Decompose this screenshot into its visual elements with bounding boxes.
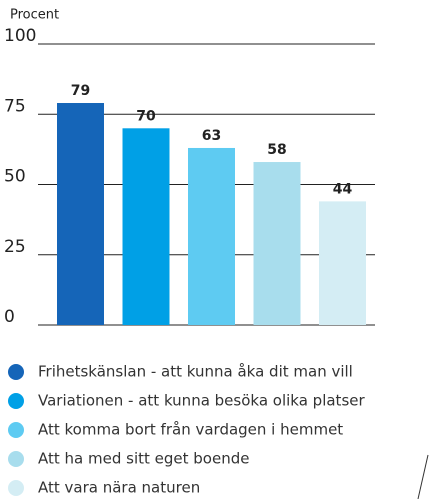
value-label: 44 bbox=[333, 181, 353, 197]
value-label: 58 bbox=[267, 142, 286, 158]
value-label: 70 bbox=[136, 108, 156, 124]
value-label: 63 bbox=[202, 128, 221, 144]
legend-label: Att ha med sitt eget boende bbox=[38, 450, 249, 468]
y-axis-label: Procent bbox=[10, 8, 59, 23]
bar bbox=[57, 103, 104, 325]
legend-marker bbox=[8, 451, 24, 467]
decoration bbox=[417, 454, 429, 499]
value-label: 79 bbox=[71, 83, 90, 99]
bar bbox=[188, 147, 235, 325]
legend-label: Frihetskänslan - att kunna åka dit man v… bbox=[38, 363, 353, 381]
y-tick-label: 50 bbox=[4, 167, 26, 187]
legend-marker bbox=[8, 364, 24, 380]
y-tick-label: 25 bbox=[4, 237, 26, 257]
legend-marker bbox=[8, 422, 24, 438]
y-tick-label: 100 bbox=[4, 26, 36, 46]
legend-label: Att komma bort från vardagen i hemmet bbox=[38, 421, 343, 439]
legend-label: Variationen - att kunna besöka olika pla… bbox=[38, 392, 365, 410]
y-tick-label: 75 bbox=[4, 96, 26, 116]
legend-marker bbox=[8, 393, 24, 409]
legend-label: Att vara nära naturen bbox=[38, 479, 200, 497]
bar bbox=[253, 162, 301, 325]
bar bbox=[122, 128, 170, 325]
bar bbox=[319, 201, 366, 325]
y-tick-label: 0 bbox=[4, 307, 15, 327]
legend-marker bbox=[8, 480, 24, 496]
